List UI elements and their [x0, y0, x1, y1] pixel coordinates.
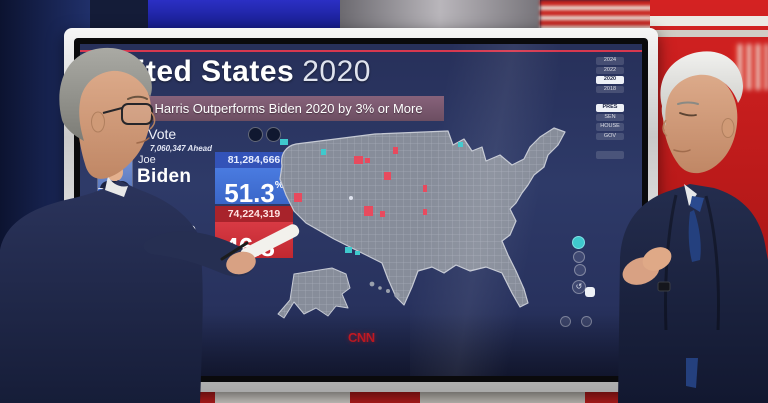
rail-pill-race-active[interactable]: PRES	[596, 104, 624, 112]
candidate-last-name: Biden	[137, 166, 192, 187]
rail-pill-race[interactable]: GOV	[596, 132, 624, 140]
headline-banner: President Harris Outperforms Biden 2020 …	[80, 96, 444, 121]
title-year: 2020	[302, 55, 371, 88]
rail-pill-year[interactable]: 2018	[596, 85, 624, 93]
vote-lead-note: 7,060,347 Ahead	[150, 144, 212, 153]
title-accent-line	[80, 50, 642, 52]
percent-sign: %	[274, 180, 284, 191]
magic-wall-screen[interactable]: United States 2020 President Harris Outpe…	[80, 44, 642, 376]
biden-vote-total: 81,284,666	[215, 152, 293, 168]
studio-flag-decor	[733, 44, 768, 90]
candidate-photo-trump: R	[98, 206, 132, 252]
county-highlight-red	[294, 147, 427, 217]
rail-pill-year[interactable]: 2024	[596, 57, 624, 65]
candidate-photo-biden: D	[98, 152, 132, 198]
photo-face	[107, 216, 123, 235]
map-marker-dot	[349, 196, 353, 200]
tool-marker-icon[interactable]	[574, 264, 586, 276]
photo-face	[107, 162, 123, 181]
biden-vote-percent: 51.3%	[215, 168, 293, 208]
popular-vote-toggle-2[interactable]	[266, 127, 281, 142]
studio-desk-panel	[215, 389, 350, 403]
candidate-first-name: Donald	[138, 208, 173, 220]
undo-icon[interactable]: ↺	[572, 280, 586, 294]
studio-desk-panel	[420, 391, 585, 403]
biden-results: 81,284,666 51.3%	[215, 152, 293, 208]
popular-vote-toggle-1[interactable]	[248, 127, 263, 142]
screen-bottom-shade	[80, 314, 642, 376]
map-mainland[interactable]	[279, 127, 566, 308]
county-highlight-teal	[280, 139, 463, 255]
candidate-last-name: Trump	[137, 220, 197, 241]
percent-value: 46.8	[224, 232, 275, 262]
rail-pill-year-active[interactable]: 2020	[596, 76, 624, 84]
percent-value: 51.3	[224, 178, 275, 208]
studio-white-band	[650, 30, 768, 37]
title-text: United States	[96, 55, 295, 88]
candidate-first-name: Joe	[138, 154, 156, 166]
rail-pill-extra[interactable]	[596, 151, 624, 159]
map-hawaii[interactable]	[369, 281, 400, 298]
page-title: United States 2020	[96, 55, 371, 89]
studio-white-band	[650, 16, 768, 26]
map-alaska[interactable]	[277, 267, 351, 319]
year-race-rail: 2024 2022 2020 2018 PRES SEN HOUSE GOV	[594, 56, 626, 160]
electoral-win-note: 270 to Win	[132, 260, 178, 271]
rail-pill-year[interactable]: 2022	[596, 66, 624, 74]
headline-text: President Harris Outperforms Biden 2020 …	[96, 101, 423, 116]
tool-marker-icon[interactable]	[573, 251, 585, 263]
popular-vote-header: Popular Vote	[96, 126, 177, 142]
tool-eraser-icon[interactable]	[585, 287, 595, 297]
rail-pill-race[interactable]: HOUSE	[596, 123, 624, 131]
trump-vote-total: 74,224,319	[215, 206, 293, 222]
rail-pill-race[interactable]: SEN	[596, 113, 624, 121]
us-county-map[interactable]	[270, 122, 610, 340]
tool-marker-teal[interactable]	[572, 236, 585, 249]
